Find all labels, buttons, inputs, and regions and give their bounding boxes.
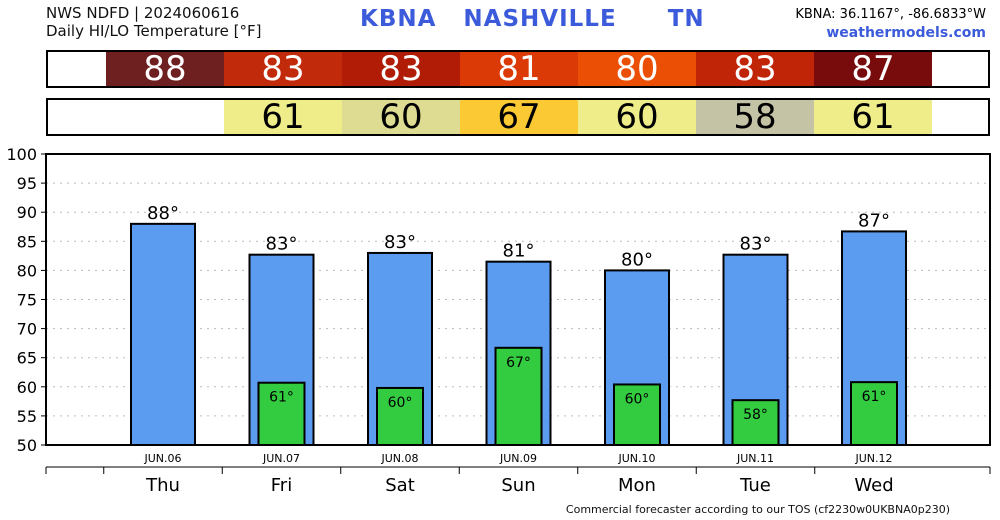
x-date-label: JUN.08 (380, 452, 418, 465)
station-id: KBNA (360, 6, 437, 32)
city-name: NASHVILLE (463, 6, 617, 32)
high-temp-cell-mon: 80 (578, 49, 696, 89)
x-day-label: Mon (618, 475, 656, 496)
site-link[interactable]: weathermodels.com (826, 25, 986, 41)
product-description: Daily HI/LO Temperature [°F] (46, 22, 262, 40)
state-code: TN (667, 6, 705, 32)
product-line: NWS NDFD | 2024060616 (46, 4, 240, 22)
high-temp-cell-tue: 83 (696, 49, 814, 89)
low-bar (494, 346, 543, 446)
x-day-label: Sun (501, 475, 535, 496)
chart-title: KBNA NASHVILLE TN (360, 6, 780, 32)
high-value-label: 83° (740, 234, 772, 255)
x-day-label: Wed (854, 475, 893, 496)
high-temp-strip: 88 83 83 81 80 83 87 (46, 49, 990, 89)
y-tick-label: 55 (17, 407, 37, 426)
high-bar (130, 222, 196, 446)
low-bar (850, 381, 898, 446)
chart-header-info: NWS NDFD | 2024060616 Daily HI/LO Temper… (46, 4, 262, 40)
low-temp-cell-fri: 61 (224, 97, 342, 137)
x-date-label: JUN.09 (499, 452, 537, 465)
x-date-label: JUN.06 (143, 452, 181, 465)
y-tick-label: 75 (17, 291, 37, 310)
high-value-label: 80° (621, 249, 653, 270)
y-tick-label: 90 (17, 203, 37, 222)
x-date-label: JUN.12 (854, 452, 892, 465)
x-day-label: Thu (145, 475, 180, 496)
low-temp-cell-tue: 58 (696, 97, 814, 137)
high-temp-cell-wed: 87 (814, 49, 932, 89)
low-temp-cell-sat: 60 (342, 97, 460, 137)
low-value-label: 67° (506, 355, 531, 371)
low-temp-cell-sun: 67 (460, 97, 578, 137)
x-day-label: Sat (385, 475, 415, 496)
y-tick-label: 100 (6, 145, 37, 164)
temperature-bar-chart: 50 55 60 65 70 75 80 85 90 95 100 88° JUN.06 Thu 83° 61… (6, 145, 991, 496)
y-tick-label: 70 (17, 320, 37, 339)
y-tick-label: 80 (17, 261, 37, 280)
y-tick-label: 65 (17, 349, 37, 368)
low-bar (613, 383, 661, 446)
high-value-label: 87° (858, 210, 890, 231)
high-temp-cell-sun: 81 (460, 49, 578, 89)
high-temp-cell-fri: 83 (224, 49, 342, 89)
low-value-label: 61° (862, 389, 887, 405)
y-tick-label: 95 (17, 174, 37, 193)
footer-note: Commercial forecaster according to our T… (565, 503, 950, 516)
x-date-label: JUN.07 (262, 452, 300, 465)
low-temp-cell-mon: 60 (578, 97, 696, 137)
low-value-label: 58° (743, 407, 768, 423)
y-tick-label: 60 (17, 378, 37, 397)
header-right: KBNA: 36.1167°, -86.6833°W weathermodels… (795, 6, 986, 42)
x-date-label: JUN.11 (736, 452, 774, 465)
x-day-label: Fri (271, 475, 292, 496)
high-value-label: 83° (384, 232, 416, 253)
high-value-label: 88° (147, 203, 179, 224)
high-value-label: 81° (503, 241, 535, 262)
y-tick-label: 85 (17, 232, 37, 251)
low-value-label: 60° (388, 395, 413, 411)
high-temp-cell-sat: 83 (342, 49, 460, 89)
y-tick-label: 50 (17, 436, 37, 455)
x-date-label: JUN.10 (617, 452, 655, 465)
low-temp-strip: 61 60 67 60 58 61 (46, 97, 990, 137)
low-bar (731, 399, 780, 447)
x-day-label: Tue (739, 475, 771, 496)
low-temp-cell-thu (106, 100, 224, 134)
low-value-label: 60° (625, 391, 650, 407)
high-temp-cell-thu: 88 (106, 49, 224, 89)
low-value-label: 61° (269, 390, 294, 406)
high-value-label: 83° (266, 234, 298, 255)
low-bar (257, 381, 306, 446)
station-coordinates: KBNA: 36.1167°, -86.6833°W (795, 7, 986, 22)
low-temp-cell-wed: 61 (814, 97, 932, 137)
low-bar (376, 386, 424, 447)
